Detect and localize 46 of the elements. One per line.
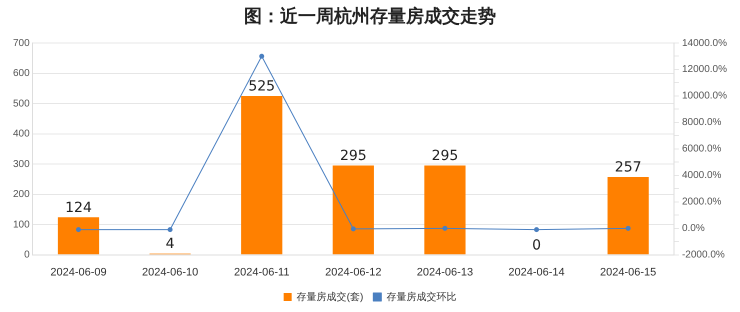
x-tick-label: 2024-06-13 (416, 266, 474, 278)
y-tick-label: 100 (12, 219, 30, 230)
y-tick-label: 0 (24, 250, 30, 261)
legend-label: 存量房成交环比 (386, 290, 456, 303)
x-tick-label: 2024-06-15 (600, 266, 656, 278)
y2-tick-label: 4000.0% (682, 170, 722, 182)
point (442, 226, 448, 231)
data-label: 295 (340, 148, 367, 164)
data-label: 124 (65, 200, 92, 216)
point (76, 227, 81, 232)
y2-tick-label: 2000.0% (682, 196, 722, 208)
point (534, 227, 540, 232)
bar (608, 177, 649, 254)
y-tick-label: 500 (12, 98, 30, 110)
y2-tick-label: 14000.0% (682, 38, 728, 49)
x-tick-label: 2024-06-11 (234, 266, 290, 278)
y-tick-label: 200 (12, 189, 30, 200)
data-label: 4 (166, 236, 175, 252)
data-label: 525 (248, 78, 276, 95)
y-tick-label: 600 (12, 68, 30, 80)
y2-tick-label: 12000.0% (682, 64, 728, 76)
bar (58, 217, 100, 254)
point (350, 226, 356, 232)
x-tick-label: 2024-06-10 (142, 266, 198, 278)
data-label: 0 (532, 237, 542, 254)
point (259, 54, 264, 59)
bar (241, 96, 282, 254)
y2-tick-label: 10000.0% (682, 90, 728, 102)
y2-tick-label: -2000.0% (682, 250, 725, 261)
y2-tick-label: 0.0% (682, 223, 705, 234)
point (168, 227, 173, 232)
y-tick-label: 400 (12, 128, 30, 140)
point (626, 226, 631, 231)
x-tick-label: 2024-06-14 (508, 266, 565, 278)
bar (332, 166, 374, 254)
data-label: 257 (614, 160, 642, 176)
x-tick-label: 2024-06-09 (50, 266, 107, 278)
bar (424, 166, 466, 254)
y2-tick-label: 8000.0% (682, 117, 722, 128)
legend-label: 存量房成交(套) (296, 290, 364, 303)
y-tick-label: 300 (12, 158, 30, 170)
x-tick-label: 2024-06-12 (325, 266, 382, 278)
y-tick-label: 700 (12, 38, 30, 49)
y2-tick-label: 6000.0% (682, 144, 722, 155)
chart-title: 图：近一周杭州存量房成交走势 (243, 5, 497, 29)
data-label: 295 (432, 148, 458, 164)
